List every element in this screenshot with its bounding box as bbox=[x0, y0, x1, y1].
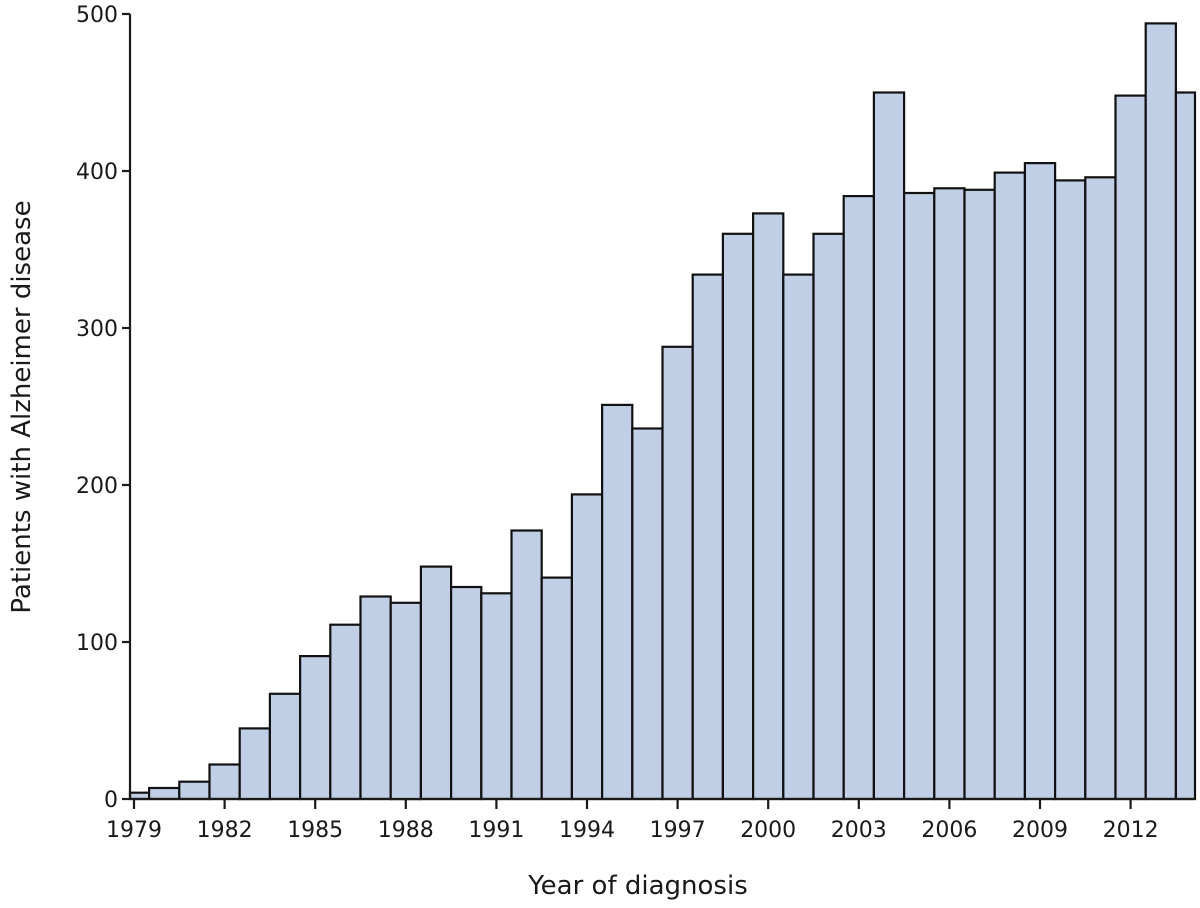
bar-2013 bbox=[1144, 22, 1177, 801]
bar-1983 bbox=[238, 727, 271, 801]
bar-1990 bbox=[450, 585, 483, 801]
bar-1989 bbox=[419, 565, 453, 801]
bars-group bbox=[128, 22, 1197, 801]
x-axis-title: Year of diagnosis bbox=[527, 871, 748, 901]
x-tick-label: 1991 bbox=[468, 818, 524, 843]
bar-1987 bbox=[359, 595, 392, 801]
x-tick-label: 2006 bbox=[921, 818, 977, 843]
bar-1993 bbox=[540, 576, 574, 801]
bar-1995 bbox=[600, 403, 634, 801]
x-tick-label: 2009 bbox=[1012, 818, 1068, 843]
bar-2000 bbox=[751, 212, 785, 801]
bar-1981 bbox=[178, 780, 211, 801]
bar-1998 bbox=[691, 273, 725, 801]
y-tick-label: 500 bbox=[76, 3, 118, 28]
bar-2003 bbox=[842, 195, 876, 801]
bar-2006 bbox=[933, 187, 966, 801]
x-tick-label: 2003 bbox=[831, 818, 887, 843]
bar-1982 bbox=[208, 763, 241, 801]
y-axis: 0 100 200 300 400 500 bbox=[76, 3, 132, 813]
bar-2011 bbox=[1084, 176, 1117, 801]
y-tick-label: 300 bbox=[76, 317, 118, 342]
bar-1999 bbox=[721, 232, 755, 801]
x-tick-label: 1997 bbox=[650, 818, 706, 843]
x-tick-label: 1985 bbox=[287, 818, 343, 843]
bar-2001 bbox=[782, 273, 815, 801]
bar-2004 bbox=[872, 91, 906, 801]
bar-1996 bbox=[631, 427, 664, 801]
x-tick-label: 2000 bbox=[740, 818, 796, 843]
bar-2007 bbox=[963, 188, 996, 801]
bar-1991 bbox=[480, 592, 513, 801]
x-axis: 1979 1982 1985 1988 1991 1994 1997 2000 2003 2006… bbox=[106, 797, 1195, 843]
y-tick-label: 200 bbox=[76, 474, 118, 499]
y-tick-label: 0 bbox=[104, 788, 118, 813]
y-axis-title: Patients with Alzheimer disease bbox=[7, 200, 37, 613]
x-tick-label: 2012 bbox=[1103, 818, 1159, 843]
x-tick-label: 1979 bbox=[106, 818, 162, 843]
bar-1994 bbox=[570, 493, 604, 801]
bar-1980 bbox=[148, 786, 181, 801]
bar-2009 bbox=[1023, 162, 1057, 801]
bar-2014 bbox=[1174, 91, 1197, 801]
x-tick-label: 1994 bbox=[559, 818, 615, 843]
bar-2005 bbox=[902, 191, 936, 801]
y-tick-label: 100 bbox=[76, 631, 118, 656]
bar-1985 bbox=[299, 654, 332, 801]
bar-1992 bbox=[510, 529, 543, 801]
x-tick-label: 1982 bbox=[197, 818, 253, 843]
bar-1988 bbox=[389, 601, 423, 801]
bar-2008 bbox=[993, 171, 1027, 801]
bar-1984 bbox=[268, 692, 302, 801]
bar-1986 bbox=[329, 623, 362, 801]
bar-2012 bbox=[1114, 94, 1147, 801]
bar-2010 bbox=[1053, 179, 1087, 801]
x-tick-label: 1988 bbox=[378, 818, 434, 843]
bar-1997 bbox=[661, 345, 694, 801]
y-tick-label: 400 bbox=[76, 160, 118, 185]
bar-2002 bbox=[812, 232, 845, 801]
